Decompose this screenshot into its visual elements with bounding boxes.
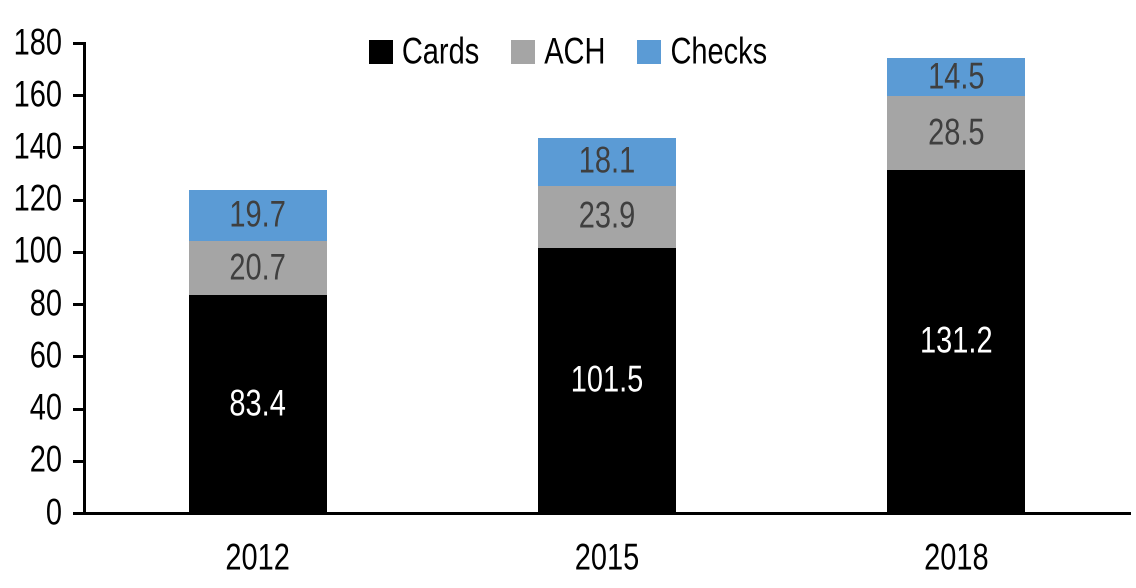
bar-2018-segment-ach: 28.5: [887, 96, 1026, 171]
data-label: 18.1: [578, 140, 636, 182]
data-label: 101.5: [570, 359, 644, 401]
bar-2018-segment-checks: 14.5: [887, 55, 1026, 97]
bar-2012-segment-checks: 19.7: [188, 189, 327, 242]
data-label: 83.4: [229, 382, 286, 424]
y-axis-tick: [73, 459, 83, 463]
legend-label: ACH: [544, 30, 606, 72]
legend-swatch-ach: [511, 40, 536, 64]
y-tick-label-text: 180: [13, 21, 62, 63]
bar-2012-segment-cards: 83.4: [188, 295, 327, 513]
y-tick-label-text: 140: [13, 126, 62, 168]
bar-2018-segment-cards: 131.2: [887, 170, 1026, 513]
y-axis-tick: [73, 94, 83, 98]
data-label: 131.2: [920, 320, 993, 362]
bar-2012: 83.4 20.7 19.7: [188, 0, 327, 513]
y-axis-tick: [73, 407, 83, 411]
y-tick-label-text: 120: [13, 178, 62, 220]
y-tick-label-text: 40: [29, 387, 62, 429]
data-label: 14.5: [928, 55, 985, 97]
data-label: 23.9: [578, 195, 636, 237]
x-tick-label-text: 2012: [225, 536, 290, 578]
y-tick-label-text: 0: [45, 491, 62, 533]
data-label: 20.7: [229, 247, 286, 289]
legend-item-checks: Checks: [637, 31, 767, 72]
y-tick-label-text: 60: [29, 335, 62, 377]
y-axis-tick: [73, 355, 83, 359]
bar-2018: 131.2 28.5 14.5: [887, 0, 1026, 513]
bar-2015-segment-checks: 18.1: [538, 138, 676, 186]
y-axis-tick: [73, 512, 83, 515]
y-axis-tick: [73, 303, 83, 307]
legend-swatch-cards: [368, 40, 393, 64]
data-label: 28.5: [928, 112, 985, 154]
bar-2012-segment-ach: 20.7: [188, 241, 327, 296]
legend-label: Cards: [401, 30, 480, 72]
chart-legend: Cards ACH Checks: [0, 31, 1136, 72]
bar-2015: 101.5 23.9 18.1: [538, 0, 676, 513]
y-axis-tick: [73, 198, 83, 202]
bar-2015-segment-cards: 101.5: [538, 247, 676, 513]
legend-item-cards: Cards: [368, 31, 479, 72]
x-tick-label-text: 2018: [924, 536, 989, 578]
y-tick-label-text: 160: [13, 74, 62, 116]
y-axis-tick: [73, 250, 83, 254]
bar-2015-segment-ach: 23.9: [538, 185, 676, 248]
x-tick-label-text: 2015: [574, 536, 640, 578]
y-axis-tick: [73, 42, 83, 45]
data-label: 19.7: [229, 194, 286, 236]
y-tick-label-text: 20: [29, 439, 62, 481]
legend-label: Checks: [670, 30, 768, 72]
y-axis-tick: [73, 146, 83, 150]
legend-item-ach: ACH: [511, 31, 605, 72]
y-tick-label-text: 100: [13, 230, 62, 272]
x-axis-line: [83, 512, 1131, 515]
y-axis-line: [83, 42, 86, 515]
y-tick-label-text: 80: [29, 282, 62, 324]
legend-swatch-checks: [637, 40, 662, 64]
